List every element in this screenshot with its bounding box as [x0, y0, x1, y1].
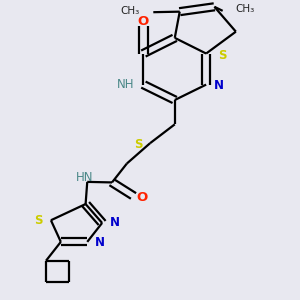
Text: CH₃: CH₃ — [236, 4, 255, 14]
Text: O: O — [136, 191, 147, 204]
Text: S: S — [134, 138, 143, 151]
Text: S: S — [34, 214, 43, 227]
Text: N: N — [95, 236, 105, 249]
Text: N: N — [214, 80, 224, 92]
Text: CH₃: CH₃ — [121, 6, 140, 16]
Text: O: O — [138, 15, 149, 28]
Text: S: S — [218, 49, 226, 62]
Text: N: N — [110, 216, 120, 229]
Text: HN: HN — [76, 171, 93, 184]
Text: NH: NH — [116, 78, 134, 91]
